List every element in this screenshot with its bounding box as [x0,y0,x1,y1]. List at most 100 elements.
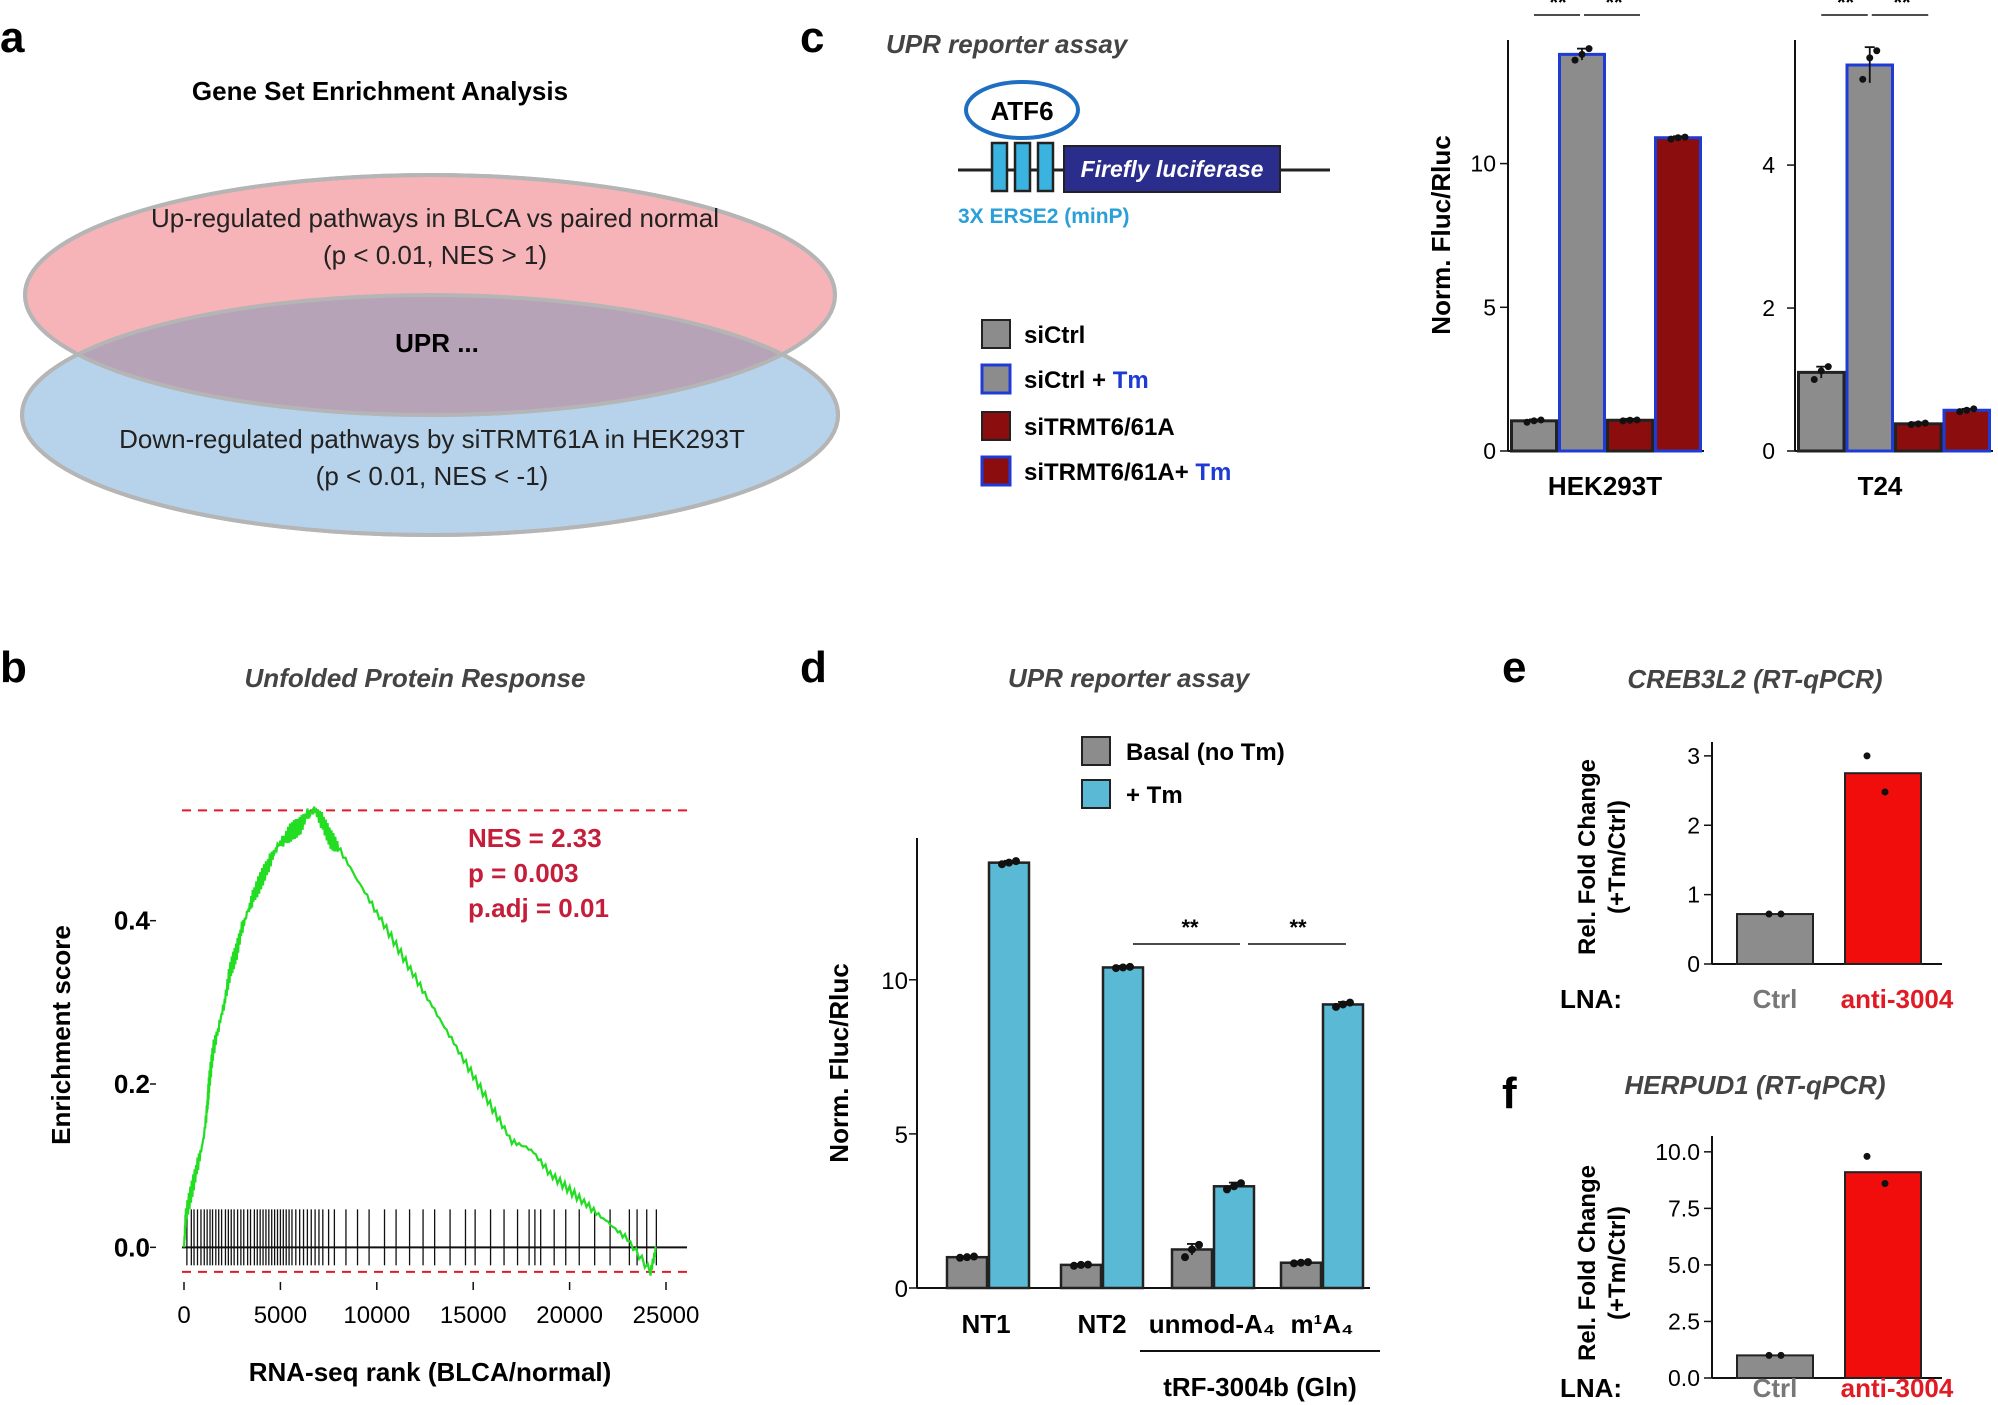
data-point [1866,54,1874,62]
x-tick-label: 5000 [254,1302,307,1329]
chart-b-enrichment-plot: 0.0 0.2 0.4 0 5000 10000 15000 20000 25000 RNA-se… [46,806,700,1387]
data-point [1119,963,1127,972]
venn-overlap-label: UPR ... [395,328,479,358]
data-point [1112,964,1120,973]
bar-tm [1212,1185,1256,1290]
padj-annotation: p.adj = 0.01 [468,893,609,923]
data-point [1963,406,1971,414]
bar-anti-3004 [1844,1171,1922,1379]
legend-c-swatch-1 [981,319,1011,349]
x-tick-label: 0 [177,1302,190,1329]
venn-overlap-region [25,295,835,415]
chart-title: CREB3L2 (RT-qPCR) [1627,664,1882,694]
y-tick-label: 3 [1687,743,1700,769]
y-tick-label: 0 [1762,438,1775,464]
y-tick-label: 2 [1762,295,1775,321]
data-point [1181,1253,1189,1262]
chart-category-label: T24 [1858,471,1903,501]
atf6-label: ATF6 [990,96,1053,126]
data-point [1339,1000,1347,1009]
bar-sitrmt6-61a [1894,422,1943,453]
data-point [1571,56,1579,64]
significance-label: ** [1837,0,1855,15]
data-point [1126,962,1134,971]
chart-title: HERPUD1 (RT-qPCR) [1625,1070,1886,1100]
erse-element-2 [1013,141,1032,193]
category-label: unmod-A₄ [1149,1309,1275,1339]
significance-label: ** [1893,0,1911,15]
legend-d-swatch-2 [1081,779,1111,809]
data-point [1195,1240,1203,1249]
data-point [970,1252,978,1261]
luciferase-box [1063,145,1281,193]
significance-label: ** [1605,0,1623,15]
data-point [1188,1245,1196,1254]
data-point [1921,419,1929,427]
bar-tm [1101,966,1145,1290]
legend-c-label-3: siTRMT6/61A [1024,414,1175,441]
y-tick-label: 7.5 [1668,1195,1700,1221]
y-tick-label: 0 [895,1276,908,1303]
data-point [1863,1152,1871,1160]
y-tick-label: 5.0 [1668,1252,1700,1278]
data-point [1863,752,1871,760]
panel-label-d: d [800,643,827,692]
panel-label-e: e [1502,643,1526,692]
panel-label-f: f [1502,1069,1517,1118]
data-point [1824,363,1832,371]
y-tick-label: 0.4 [114,906,151,936]
y-axis-label-line1: Rel. Fold Change [1574,1165,1601,1361]
data-point [1077,1260,1085,1269]
venn-title: Gene Set Enrichment Analysis [192,76,568,106]
data-point [1290,1259,1298,1268]
y-tick-label: 2.5 [1668,1308,1700,1334]
y-tick-label: 10 [1470,151,1496,177]
panel-label-c: c [800,13,824,62]
bar-tm [1321,1003,1365,1290]
venn-bottom-line1: Down-regulated pathways by siTRMT61A in … [119,424,745,454]
significance-label: ** [1289,915,1307,940]
data-point [1859,75,1867,83]
y-tick-label: 0.0 [1668,1365,1700,1391]
x-tick-label: 20000 [536,1302,603,1329]
bar-sictrl-tm [1558,52,1606,453]
data-point [1914,420,1922,428]
chart-c-t24: 0 2 4 ** ** T24 [1762,0,1993,501]
erse-label: 3X ERSE2 (minP) [958,205,1130,228]
panel-label-b: b [0,643,27,692]
x-tick-label: 15000 [440,1302,507,1329]
y-tick-label: 0.0 [114,1232,150,1262]
data-point [1223,1185,1231,1194]
chart-b-annotations: Unfolded Protein Response NES = 2.33 p =… [245,663,609,923]
venn-diagram: Gene Set Enrichment Analysis Up-regulate… [20,76,840,537]
data-point [1012,857,1020,866]
data-point [963,1253,971,1262]
x-prefix-label: LNA: [1560,1373,1622,1403]
legend-d-label-2: + Tm [1126,782,1183,809]
data-point [1005,858,1013,867]
bar-anti-3004 [1844,772,1922,965]
data-point [1881,788,1889,796]
legend-c-swatch-2 [980,363,1012,395]
data-point [1619,417,1627,425]
x-tick-label: 25000 [633,1302,700,1329]
data-point [1332,1002,1340,1011]
category-label-anti-3004: anti-3004 [1841,1373,1954,1403]
y-axis-label-line2: (+Tm/Ctrl) [1604,800,1631,914]
legend-c-swatch-4 [980,455,1012,487]
data-point [1777,1351,1785,1359]
bar-sitrmt6-61a-tm [1942,408,1991,453]
category-label: NT2 [1077,1309,1126,1339]
y-tick-label: 0.2 [114,1069,150,1099]
data-point [1585,45,1593,53]
data-point [1537,416,1545,424]
bar-sictrl [1510,419,1558,453]
group-label: tRF-3004b (Gln) [1163,1372,1357,1402]
legend-c-label-4: siTRMT6/61A+ Tm [1024,459,1231,486]
data-point [1297,1258,1305,1267]
construct-title: UPR reporter assay [886,29,1129,59]
data-point [1970,405,1978,413]
data-point [1681,133,1689,141]
bar-sitrmt6-61a [1606,418,1654,453]
legend-c-label-1: siCtrl [1024,322,1085,349]
